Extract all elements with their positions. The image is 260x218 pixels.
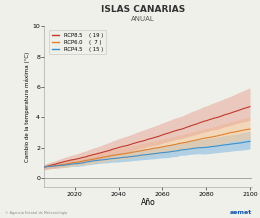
Text: ISLAS CANARIAS: ISLAS CANARIAS: [101, 5, 185, 14]
Text: ANUAL: ANUAL: [131, 16, 155, 22]
Text: aemet: aemet: [230, 210, 252, 215]
Y-axis label: Cambio de la temperatura máxima (°C): Cambio de la temperatura máxima (°C): [24, 52, 29, 162]
Text: © Agencia Estatal de Meteorología: © Agencia Estatal de Meteorología: [5, 211, 67, 215]
X-axis label: Año: Año: [141, 198, 155, 207]
Legend: RCP8.5    ( 19 ), RCP6.0    (  7 ), RCP4.5    ( 15 ): RCP8.5 ( 19 ), RCP6.0 ( 7 ), RCP4.5 ( 15…: [49, 31, 106, 54]
